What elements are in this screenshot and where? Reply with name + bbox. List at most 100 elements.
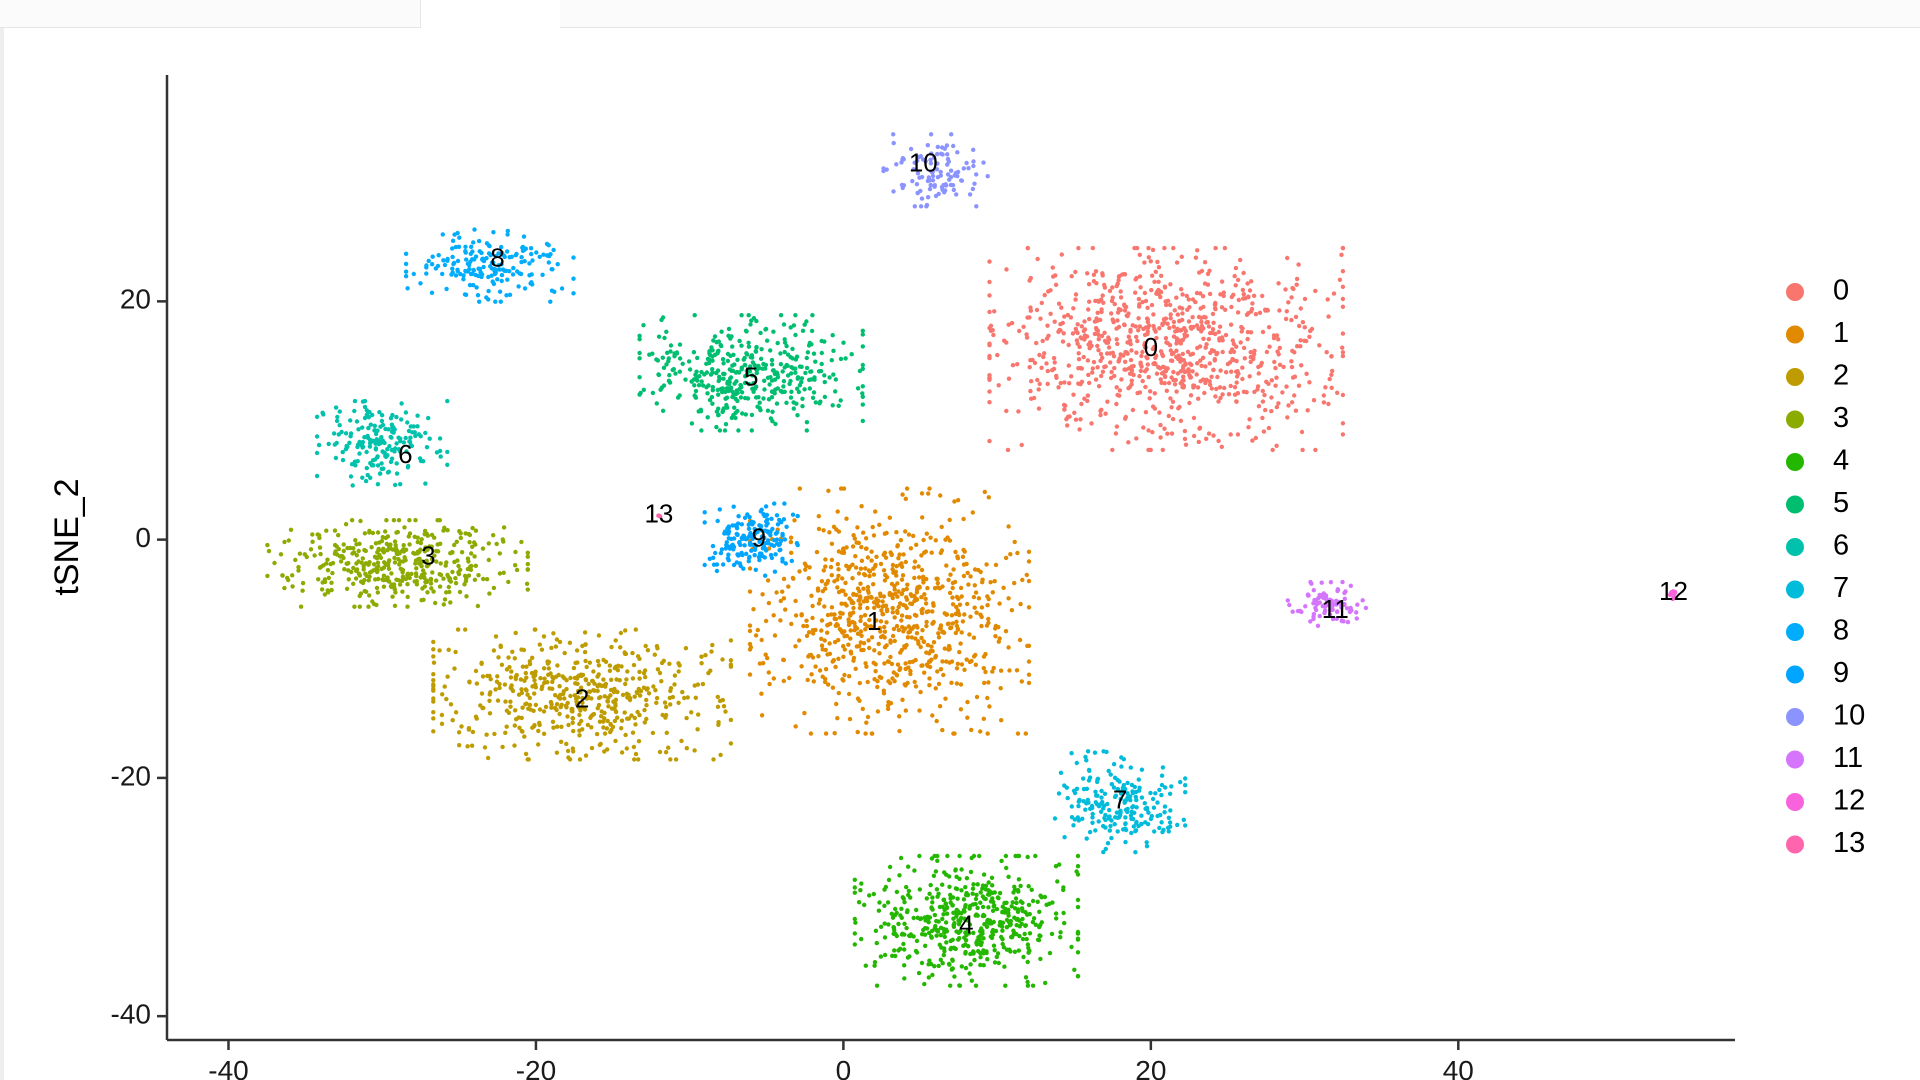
point (1157, 787, 1162, 793)
point (863, 731, 868, 736)
point (1089, 803, 1095, 809)
point (710, 543, 716, 549)
point (554, 750, 560, 755)
point (1118, 352, 1123, 357)
point (1077, 427, 1082, 432)
point (819, 636, 824, 641)
point (1150, 430, 1155, 435)
point (924, 204, 929, 209)
point (782, 501, 787, 506)
point (1074, 338, 1080, 343)
point (851, 533, 856, 538)
point (609, 677, 614, 682)
point (1158, 349, 1164, 354)
point (666, 745, 671, 750)
point (455, 627, 461, 632)
point (827, 530, 832, 535)
point (1276, 401, 1281, 406)
point (857, 605, 863, 611)
point (1144, 840, 1149, 845)
point (388, 542, 393, 547)
point (506, 710, 512, 715)
point (624, 677, 629, 682)
point (1168, 282, 1173, 287)
point (1085, 749, 1091, 754)
point (360, 425, 365, 430)
point (731, 504, 736, 509)
point (1015, 362, 1020, 367)
point (793, 613, 799, 618)
point (748, 645, 754, 650)
point (996, 383, 1001, 388)
point (938, 550, 943, 556)
point (936, 919, 941, 924)
point (1001, 945, 1007, 950)
point (637, 712, 642, 718)
point (868, 624, 874, 629)
point (717, 428, 723, 433)
point (1145, 362, 1151, 367)
point (445, 462, 450, 467)
point (1135, 338, 1140, 344)
point (1026, 945, 1031, 951)
point (1168, 316, 1173, 321)
point (830, 333, 835, 338)
point (808, 369, 813, 374)
point (513, 549, 518, 555)
point (738, 382, 743, 388)
point (846, 642, 851, 647)
tab-left[interactable] (0, 0, 421, 28)
point (383, 562, 388, 567)
point (503, 730, 508, 735)
point (790, 575, 796, 581)
point (1076, 357, 1082, 362)
point (360, 440, 365, 446)
point (781, 384, 786, 389)
point (992, 309, 997, 314)
point (488, 264, 493, 269)
point (425, 590, 430, 595)
point (484, 241, 490, 246)
point (555, 262, 560, 267)
point (797, 638, 802, 643)
point (841, 644, 846, 649)
point (1103, 411, 1108, 416)
point (418, 575, 423, 580)
y-axis-title: tSNE_2 (48, 478, 86, 595)
point (622, 650, 627, 655)
point (392, 560, 398, 565)
point (921, 577, 926, 582)
point (541, 709, 547, 714)
legend-label: 8 (1833, 615, 1849, 647)
point (1118, 791, 1124, 796)
point (1297, 323, 1302, 329)
point (1025, 912, 1030, 917)
point (348, 434, 353, 439)
point (1251, 351, 1257, 357)
point (487, 711, 493, 716)
point (579, 705, 585, 710)
point (385, 447, 390, 452)
point (1145, 305, 1150, 310)
point (1247, 417, 1252, 422)
point (1113, 815, 1118, 820)
point (823, 731, 829, 736)
legend-item-1: 1 (1786, 317, 1849, 349)
point (840, 576, 845, 581)
point (993, 562, 999, 568)
point (711, 757, 716, 762)
point (940, 659, 945, 664)
point (1178, 418, 1184, 423)
point (1045, 323, 1050, 328)
point (1328, 580, 1334, 585)
point (1002, 338, 1007, 343)
point (930, 900, 935, 905)
point (973, 896, 979, 902)
tab-right[interactable] (560, 0, 1920, 28)
point (822, 604, 827, 609)
point (393, 482, 398, 488)
point (961, 562, 967, 567)
point (918, 154, 923, 159)
point (853, 666, 858, 671)
point (422, 575, 427, 581)
